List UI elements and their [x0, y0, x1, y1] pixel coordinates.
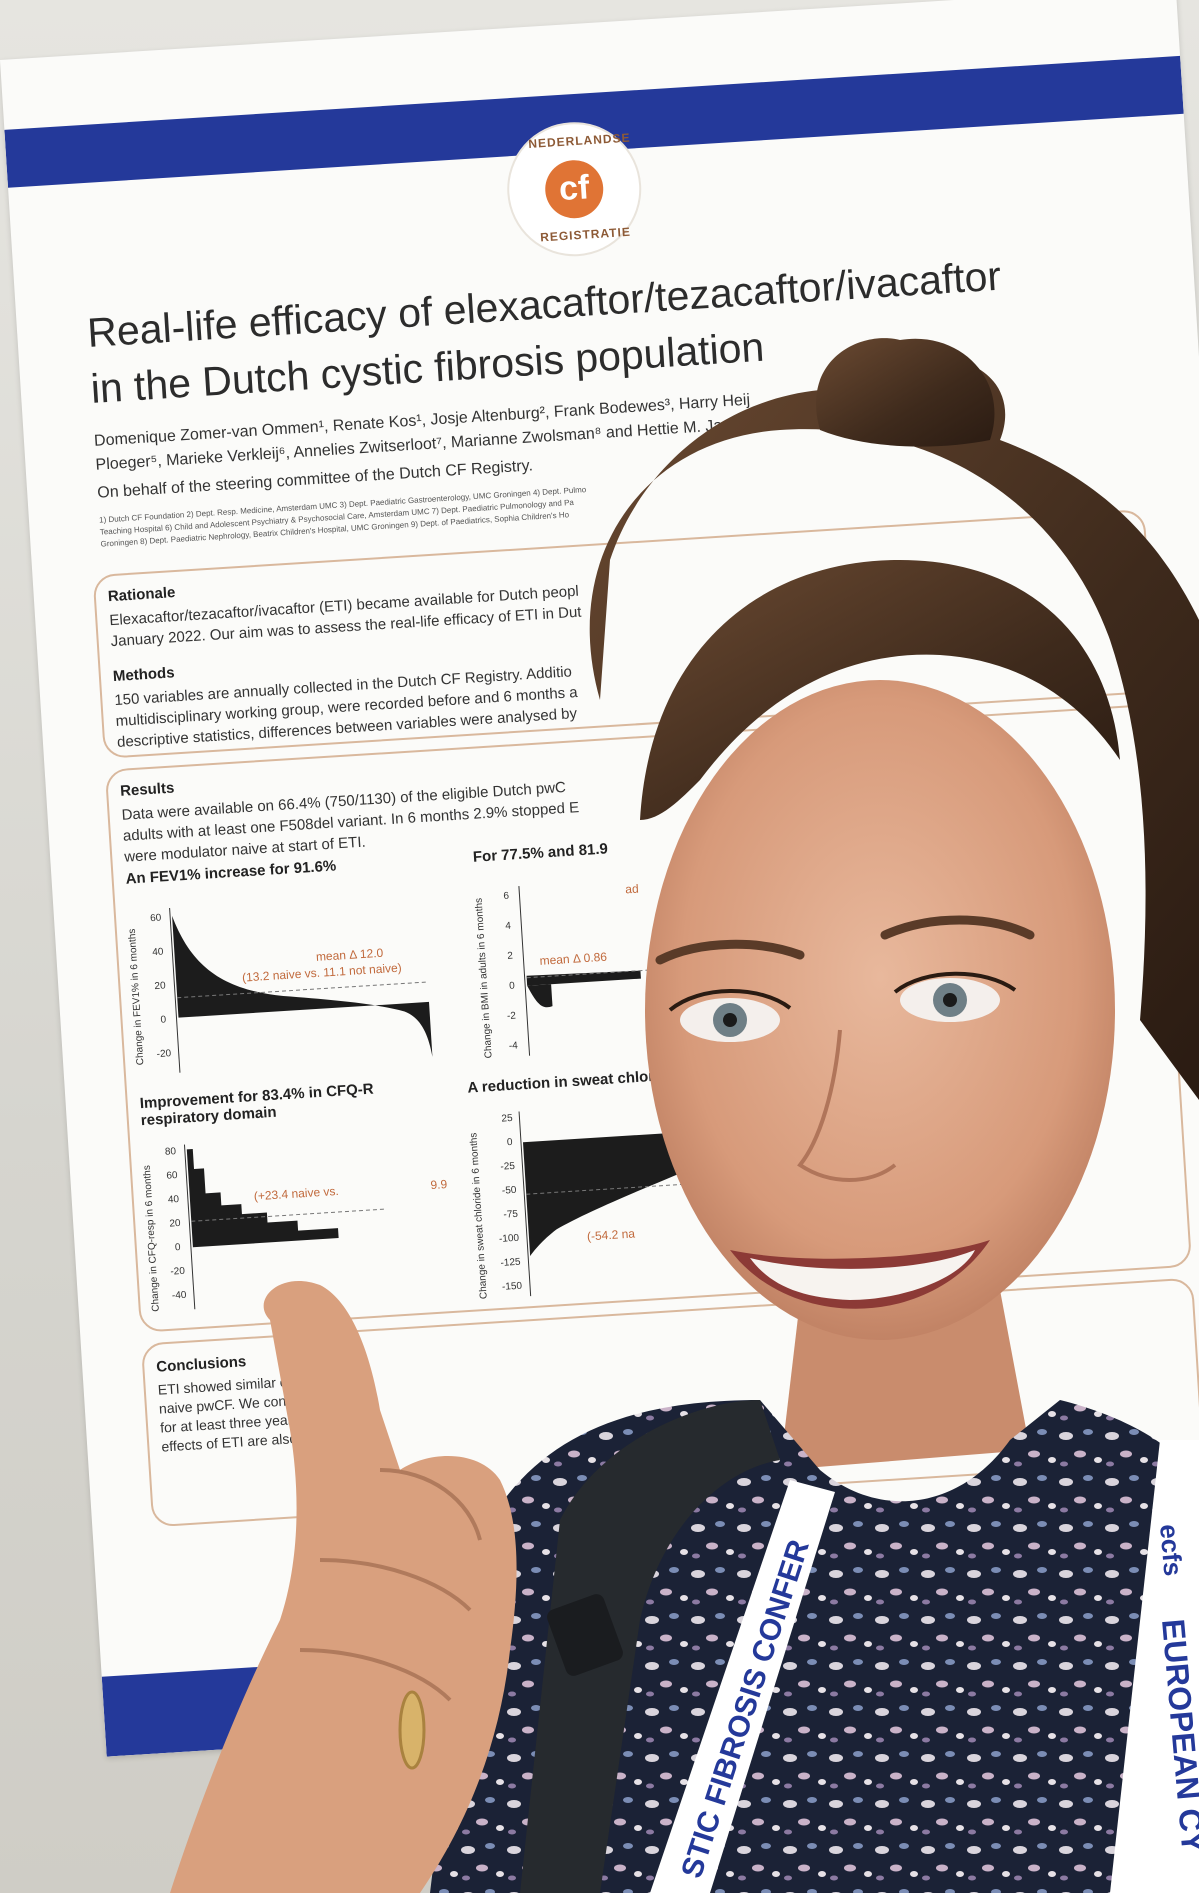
chart-sweat-tick: -25 [500, 1161, 516, 1173]
chart-bmi-tick: -4 [509, 1040, 519, 1052]
chart-cfq-tick: 20 [169, 1218, 181, 1230]
face [645, 680, 1115, 1340]
right-eye [880, 915, 1035, 1022]
chart-cfq-axis [183, 1144, 196, 1310]
chart-sweat-tick: -75 [503, 1209, 519, 1221]
chart-sweat-tick: -50 [502, 1185, 518, 1197]
chart-sweat-annotation: (-54.2 na [587, 1226, 636, 1243]
hair-front [640, 560, 1120, 820]
backpack-strap [520, 1400, 780, 1893]
lanyard-badge-text: ecfs [1154, 1523, 1188, 1577]
chart-bmi-tick: 4 [505, 921, 512, 932]
chart-bmi-tick: 6 [503, 891, 510, 902]
chart-cfq-area [186, 1149, 339, 1248]
chart-fev1-tick: 60 [150, 913, 162, 925]
chart-bmi-annotation-detail: ad [625, 882, 639, 897]
hair-bun [816, 338, 995, 447]
chart-cfq-tick: 40 [168, 1194, 180, 1206]
chart-sweat-tick: -100 [499, 1233, 520, 1245]
chart-cfq-annotation: (+23.4 naive vs. [253, 1184, 339, 1203]
chart-bmi-tick: 0 [509, 980, 516, 991]
chart-sweat-tick: -125 [500, 1257, 521, 1269]
lanyard-left [650, 1480, 835, 1893]
chart-fev1-tick: 20 [154, 980, 166, 992]
chart-fev1-tick: 40 [152, 946, 164, 958]
chart-sweat-tick: 0 [507, 1137, 514, 1148]
chart-fev1-tick: 0 [160, 1014, 167, 1025]
chart-cfq-mean-line [191, 1208, 387, 1222]
chart-bmi-tick: -2 [507, 1010, 517, 1022]
chart-cfq-tick: -40 [172, 1290, 188, 1302]
chart-fev1-tick: -20 [156, 1048, 172, 1060]
chart-cfq-tick: -20 [170, 1266, 186, 1278]
chart-sweat-axis [518, 1111, 532, 1297]
chart-bmi-area-lower [527, 984, 553, 1008]
chart-fev1-area [172, 915, 433, 1057]
strap-buckle [547, 1594, 623, 1676]
chart-bmi-area [526, 970, 641, 986]
ring [398, 1690, 426, 1770]
chart-cfq-tick: 80 [165, 1146, 177, 1158]
nose [797, 1029, 897, 1182]
chart-fev1-annotation: mean Δ 12.0 [316, 946, 384, 964]
chart-bmi-tick: 2 [507, 951, 514, 962]
chart-sweat-tick: -150 [502, 1281, 523, 1293]
chart-cfq-tick: 0 [175, 1242, 182, 1253]
chart-fev1-axis [169, 907, 181, 1073]
chart-cfq: Change in CFQ-resp in 6 months 80 60 40 … [142, 1121, 483, 1326]
chart-cfq-annotation-detail: 9.9 [430, 1177, 448, 1192]
chart-bmi-axis [518, 886, 531, 1056]
teeth [750, 1250, 975, 1300]
left-eye [655, 939, 805, 1042]
lanyard-right [1110, 1440, 1199, 1893]
thumbs-up-hand [170, 1280, 517, 1893]
chart-bmi-annotation: mean Δ 0.86 [539, 950, 607, 968]
chart-cfq-tick: 60 [166, 1170, 178, 1182]
chart-sweat-tick: 25 [501, 1113, 513, 1125]
